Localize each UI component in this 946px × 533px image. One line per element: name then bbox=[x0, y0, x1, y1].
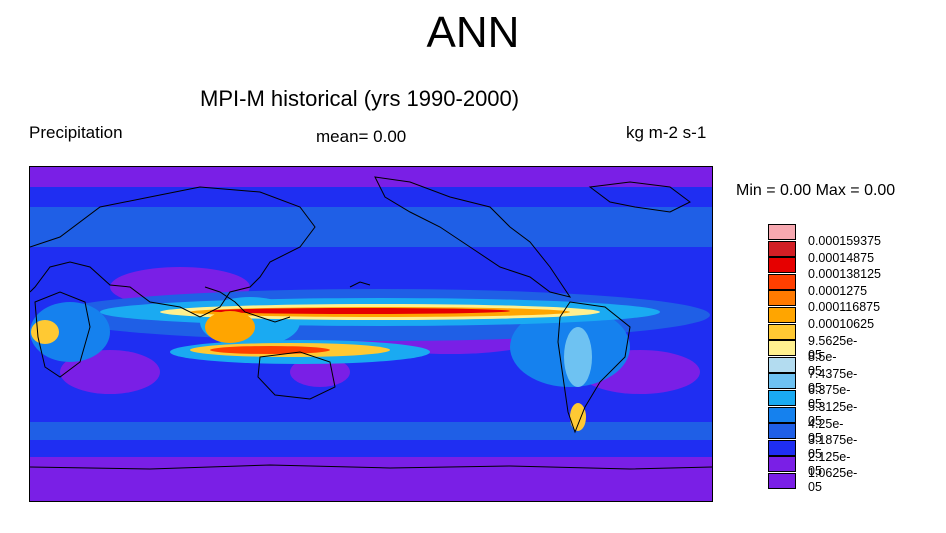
colorbar-swatch bbox=[768, 340, 796, 357]
colorbar-label: 0.000116875 bbox=[808, 300, 881, 315]
storm-track-north bbox=[30, 207, 712, 247]
colorbar-swatch bbox=[768, 390, 796, 406]
colorbar-swatch bbox=[768, 456, 796, 473]
dry-patch bbox=[290, 357, 350, 387]
colorbar-label: 0.00014875 bbox=[808, 250, 875, 265]
colorbar-swatch bbox=[768, 439, 796, 456]
colorbar-swatch bbox=[768, 307, 796, 323]
antarctic-dry bbox=[30, 457, 712, 501]
storm-track-south bbox=[30, 422, 712, 440]
spcz-max bbox=[210, 346, 330, 354]
precipitation-field bbox=[30, 167, 712, 501]
plot-subtitle: MPI-M historical (yrs 1990-2000) bbox=[200, 86, 520, 111]
precipitation-map bbox=[29, 166, 713, 502]
colorbar-swatch bbox=[768, 356, 796, 373]
colorbar-label: 4.25e-05 bbox=[808, 416, 844, 445]
colorbar-label: 7.4375e-05 bbox=[808, 366, 858, 395]
colorbar-swatch bbox=[768, 373, 796, 390]
colorbar-label: 2.125e-05 bbox=[808, 449, 851, 478]
units-label: kg m-2 s-1 bbox=[626, 123, 707, 142]
coastlines bbox=[30, 176, 712, 470]
andes-rain bbox=[564, 327, 592, 387]
colorbar-label: 0.00010625 bbox=[808, 317, 875, 331]
colorbar-label: 0.000159375 bbox=[808, 234, 881, 248]
colorbar-swatch bbox=[768, 257, 796, 274]
chile-rain bbox=[570, 403, 586, 431]
colorbar-swatch bbox=[768, 240, 796, 257]
colorbar-label: 6.375e-05 bbox=[808, 383, 851, 412]
colorbar-swatch bbox=[768, 323, 796, 340]
itcz-max bbox=[210, 308, 510, 314]
colorbar-swatch bbox=[768, 290, 796, 307]
africa-core bbox=[31, 320, 59, 344]
main-title: ANN bbox=[426, 8, 520, 57]
colorbar-swatch bbox=[768, 273, 796, 290]
min-max-label: Min = 0.00 Max = 0.00 bbox=[736, 182, 896, 199]
colorbar-label: 1.0625e-05 bbox=[808, 466, 858, 495]
colorbar-label: 0.000138125 bbox=[808, 267, 881, 282]
colorbar-label: 5.3125e-05 bbox=[808, 400, 858, 428]
africa-rain bbox=[30, 302, 110, 362]
colorbar-swatch bbox=[768, 423, 796, 440]
dry-patch bbox=[60, 350, 160, 394]
colorbar-label: 0.0001275 bbox=[808, 283, 868, 298]
colorbar-label: 8.5e-05 bbox=[808, 350, 837, 379]
colorbar-label: 9.5625e-05 bbox=[808, 333, 858, 362]
mean-label: mean= 0.00 bbox=[316, 127, 407, 146]
colorbar-label: 3.1875e-05 bbox=[808, 433, 858, 462]
colorbar-swatch bbox=[768, 406, 796, 423]
colorbar-swatch bbox=[768, 473, 796, 489]
maritime-core bbox=[205, 311, 255, 343]
colorbar-swatch bbox=[768, 224, 796, 240]
variable-label: Precipitation bbox=[29, 123, 123, 142]
